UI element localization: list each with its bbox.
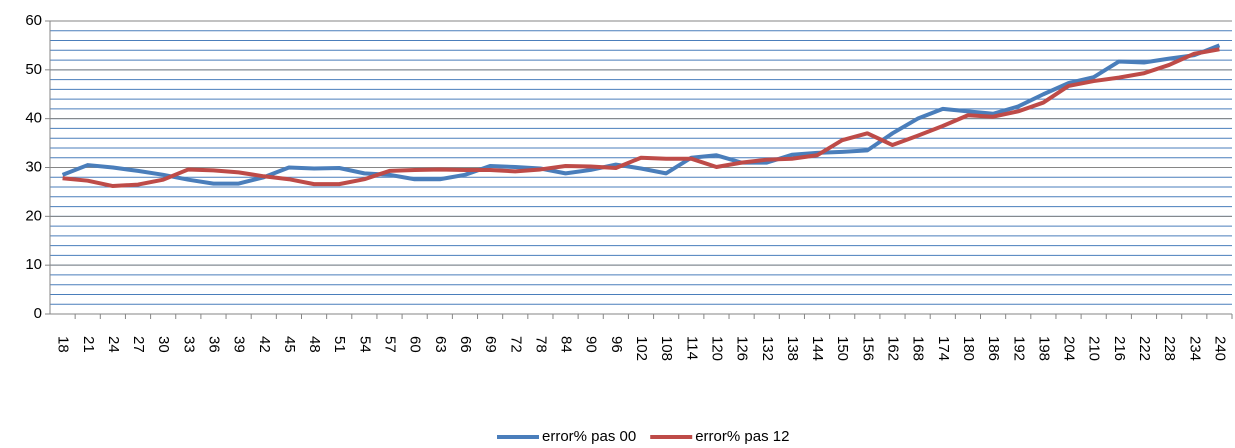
- series-line: [62, 47, 1220, 189]
- x-tick-label: 84: [558, 336, 575, 353]
- x-tick-label: 132: [759, 336, 776, 361]
- x-tick-label: 39: [231, 336, 248, 353]
- x-tick-label: 72: [507, 336, 524, 353]
- x-tick-label: 66: [457, 336, 474, 353]
- x-tick-label: 186: [985, 336, 1002, 361]
- x-tick-label: 21: [80, 336, 97, 353]
- x-tick-label: 102: [633, 336, 650, 361]
- x-tick-label: 174: [935, 336, 952, 361]
- x-tick-label: 192: [1010, 336, 1027, 361]
- x-tick-label: 240: [1211, 336, 1228, 361]
- x-tick-label: 90: [583, 336, 600, 353]
- x-tick-label: 156: [859, 336, 876, 361]
- y-tick-label: 60: [25, 12, 42, 29]
- x-tick-label: 198: [1035, 336, 1052, 361]
- x-tick-label: 18: [55, 336, 72, 353]
- legend-label: error% pas 12: [695, 428, 789, 445]
- x-tick-label: 144: [809, 336, 826, 361]
- x-tick-label: 60: [407, 336, 424, 353]
- x-tick-label: 63: [432, 336, 449, 353]
- x-tick-label: 222: [1136, 336, 1153, 361]
- x-tick-label: 168: [910, 336, 927, 361]
- x-tick-label: 180: [960, 336, 977, 361]
- x-tick-label: 126: [734, 336, 751, 361]
- x-tick-label: 33: [180, 336, 197, 353]
- x-tick-label: 216: [1111, 336, 1128, 361]
- x-tick-label: 210: [1086, 336, 1103, 361]
- x-tick-label: 96: [608, 336, 625, 353]
- x-tick-label: 54: [356, 336, 373, 353]
- x-tick-label: 42: [256, 336, 273, 353]
- x-tick-label: 69: [482, 336, 499, 353]
- x-tick-label: 27: [130, 336, 147, 353]
- x-tick-label: 78: [532, 336, 549, 353]
- x-tick-label: 45: [281, 336, 298, 353]
- y-tick-label: 40: [25, 110, 42, 127]
- x-tick-label: 30: [155, 336, 172, 353]
- y-tick-label: 30: [25, 158, 42, 175]
- x-tick-label: 162: [885, 336, 902, 361]
- y-tick-label: 20: [25, 207, 42, 224]
- x-tick-label: 48: [306, 336, 323, 353]
- x-tick-label: 120: [708, 336, 725, 361]
- y-tick-label: 0: [34, 305, 42, 322]
- x-tick-label: 36: [205, 336, 222, 353]
- x-tick-label: 57: [382, 336, 399, 353]
- x-tick-label: 138: [784, 336, 801, 361]
- x-tick-label: 150: [834, 336, 851, 361]
- x-tick-label: 24: [105, 336, 122, 353]
- x-tick-label: 228: [1161, 336, 1178, 361]
- x-tick-label: 114: [683, 336, 700, 360]
- x-tick-label: 51: [331, 336, 348, 353]
- y-tick-label: 50: [25, 61, 42, 78]
- legend-label: error% pas 00: [542, 428, 636, 445]
- x-tick-label: 234: [1186, 336, 1203, 361]
- x-tick-label: 108: [658, 336, 675, 361]
- x-tick-label: 204: [1061, 336, 1078, 361]
- y-tick-label: 10: [25, 256, 42, 273]
- series-line: [61, 43, 1221, 186]
